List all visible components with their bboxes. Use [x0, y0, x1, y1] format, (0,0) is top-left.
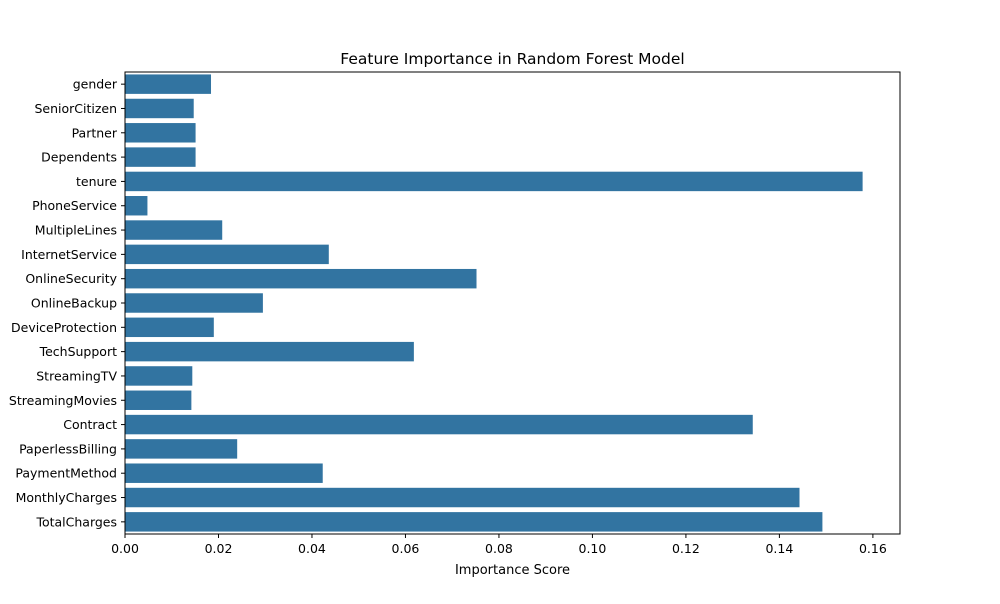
y-tick-label: DeviceProtection — [11, 320, 117, 335]
y-tick-label: gender — [73, 77, 118, 92]
bar-StreamingTV — [125, 366, 193, 386]
bars-group — [125, 74, 863, 532]
y-tick-label: StreamingMovies — [9, 393, 117, 408]
x-axis-title: Importance Score — [455, 563, 570, 578]
y-tick-label: MonthlyCharges — [16, 490, 117, 505]
x-tick-label: 0.06 — [392, 541, 420, 556]
bar-PaperlessBilling — [125, 439, 238, 459]
x-tick-label: 0.16 — [859, 541, 887, 556]
x-axis: 0.00 0.02 0.04 0.06 0.08 0.10 0.12 0.14 0.16 — [111, 534, 887, 556]
bar-OnlineSecurity — [125, 268, 477, 289]
y-tick-label: Contract — [63, 417, 117, 432]
bar-gender — [125, 74, 212, 94]
y-tick-label: SeniorCitizen — [34, 101, 117, 116]
bar-OnlineBackup — [125, 293, 263, 313]
bar-TotalCharges — [125, 512, 823, 532]
bar-TechSupport — [125, 341, 414, 362]
x-tick-label: 0.08 — [485, 541, 513, 556]
y-tick-label: PaperlessBilling — [19, 441, 117, 456]
x-tick-label: 0.14 — [765, 541, 793, 556]
bar-Dependents — [125, 147, 196, 167]
y-tick-label: PaymentMethod — [15, 466, 117, 481]
y-tick-label: MultipleLines — [35, 223, 117, 238]
y-tick-label: TechSupport — [39, 344, 118, 359]
x-tick-label: 0.04 — [298, 541, 326, 556]
bar-Partner — [125, 123, 196, 143]
x-tick-label: 0.02 — [205, 541, 233, 556]
bar-PhoneService — [125, 196, 148, 216]
bar-InternetService — [125, 244, 329, 265]
y-tick-label: StreamingTV — [36, 368, 117, 383]
bar-tenure — [125, 171, 863, 192]
bar-MonthlyCharges — [125, 487, 800, 508]
bar-StreamingMovies — [125, 390, 192, 410]
x-tick-label: 0.12 — [672, 541, 700, 556]
y-tick-label: tenure — [76, 174, 117, 189]
bar-MultipleLines — [125, 220, 223, 240]
y-tick-label: InternetService — [21, 247, 117, 262]
y-tick-label: TotalCharges — [35, 514, 117, 529]
bar-SeniorCitizen — [125, 98, 194, 119]
x-tick-label: 0.10 — [579, 541, 607, 556]
y-tick-label: OnlineBackup — [31, 296, 117, 311]
y-tick-label: Partner — [72, 125, 118, 140]
y-tick-label: PhoneService — [32, 198, 117, 213]
bar-Contract — [125, 414, 753, 435]
y-tick-label: OnlineSecurity — [25, 271, 117, 286]
y-axis: gender SeniorCitizen Partner Dependents tenu… — [9, 77, 125, 529]
y-tick-label: Dependents — [41, 150, 117, 165]
x-tick-label: 0.00 — [111, 541, 139, 556]
bar-DeviceProtection — [125, 317, 214, 338]
chart-title: Feature Importance in Random Forest Mode… — [340, 50, 684, 68]
bar-PaymentMethod — [125, 463, 323, 483]
